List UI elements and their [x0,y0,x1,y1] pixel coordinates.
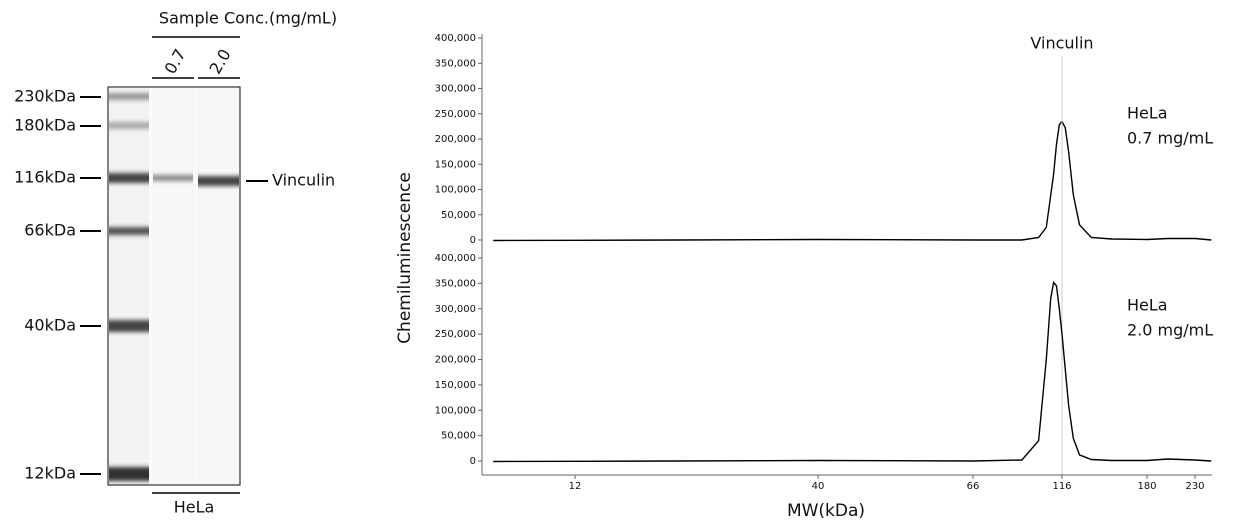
y-tick-label: 0 [470,235,476,246]
y-tick-label: 200,000 [435,355,476,366]
lane-label: 2.0 [206,46,235,78]
ladder-band [109,122,149,129]
x-tick-label: 12 [569,481,582,492]
y-tick-label: 300,000 [435,84,476,95]
annotation: HeLa [1127,296,1168,315]
ladder-lane [109,88,149,484]
annotation: HeLa [1127,104,1168,123]
x-tick-label: 180 [1137,481,1156,492]
ladder-band [109,467,149,481]
y-tick-label: 250,000 [435,109,476,120]
marker-label: 180kDa [14,116,76,135]
x-axis-label: MW(kDa) [787,501,865,521]
annotation: 0.7 mg/mL [1127,129,1213,148]
y-tick-label: 250,000 [435,329,476,340]
sample-lane [197,88,239,484]
y-tick-label: 200,000 [435,134,476,145]
marker-label: 66kDa [24,221,76,240]
marker-label: 230kDa [14,87,76,106]
band-label: Vinculin [272,171,335,190]
electropherograms: 0 50,000 100,000 150,000 200,000 250,000 300,0… [395,33,1213,521]
x-tick-label: 66 [967,481,980,492]
marker-labels: 230kDa 180kDa 116kDa 66kDa 40kDa 12kDa [14,87,101,483]
y-tick-label: 0 [470,456,476,467]
marker-label: 12kDa [24,464,76,483]
trace [493,280,1212,463]
x-tick-label: 230 [1185,481,1204,492]
y-tick-label: 350,000 [435,58,476,69]
sample-band [153,175,193,181]
y-tick-label: 400,000 [435,253,476,264]
y-tick-label: 150,000 [435,380,476,391]
y-tick-label: 100,000 [435,405,476,416]
ladder-band [109,173,149,183]
ladder-band [109,320,149,332]
y-axis-label: Chemiluminescence [395,172,415,344]
lane-label: 0.7 [161,46,190,78]
marker-label: 116kDa [14,168,76,187]
x-tick-label: 116 [1052,481,1071,492]
y-tick-label: 50,000 [441,210,476,221]
gel-bands [109,93,239,481]
y-tick-label: 100,000 [435,185,476,196]
group-label: HeLa [174,498,215,517]
y-tick-label: 50,000 [441,431,476,442]
y-tick-label: 400,000 [435,33,476,44]
trace [493,119,1212,242]
y-tick-label: 150,000 [435,159,476,170]
y-tick-label: 300,000 [435,304,476,315]
x-tick-label: 40 [812,481,825,492]
y-tick-label: 350,000 [435,278,476,289]
gel-header: Sample Conc.(mg/mL) [159,9,337,28]
marker-label: 40kDa [24,316,76,335]
marker-label: Vinculin [1030,34,1093,53]
ladder-band [109,93,149,100]
sample-lane [152,88,194,484]
sample-band [198,176,239,186]
ladder-band [109,227,149,235]
annotation: 2.0 mg/mL [1127,321,1213,340]
